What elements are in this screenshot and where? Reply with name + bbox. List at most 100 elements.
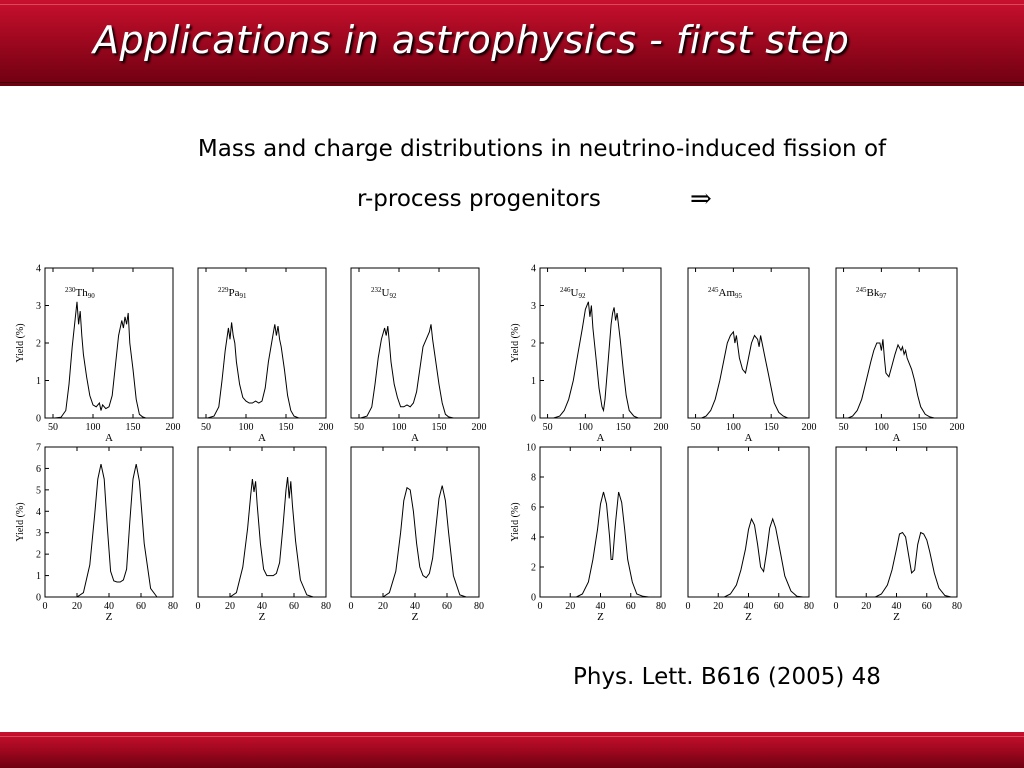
y-tick-label-9-2: 4 — [531, 533, 536, 544]
nucleus-label-0: 230Th90 — [65, 286, 95, 300]
x-axis-label-0: A — [105, 432, 113, 444]
x-tick-label-10-4: 80 — [804, 601, 814, 612]
x-tick-label-9-2: 40 — [596, 601, 606, 612]
x-tick-label-0-0: 50 — [48, 422, 58, 433]
x-tick-label-7-3: 60 — [289, 601, 299, 612]
x-tick-label-5-2: 150 — [912, 422, 927, 433]
x-tick-label-11-3: 60 — [922, 601, 932, 612]
nucleus-label-4: 245Am95 — [708, 286, 743, 300]
x-tick-label-0-2: 150 — [126, 422, 141, 433]
x-tick-label-1-2: 150 — [279, 422, 294, 433]
x-tick-label-3-1: 100 — [578, 422, 593, 433]
y-tick-label-3-0: 0 — [531, 414, 536, 425]
y-tick-label-3-4: 4 — [531, 264, 536, 275]
x-tick-label-3-0: 50 — [543, 422, 553, 433]
y-axis-label-9: Yield (%) — [510, 502, 521, 541]
yield-curve-9 — [576, 491, 649, 598]
yield-curve-7 — [229, 476, 314, 598]
y-tick-label-6-0: 0 — [36, 593, 41, 604]
x-tick-label-11-4: 80 — [952, 601, 962, 612]
y-tick-label-9-4: 8 — [531, 473, 536, 484]
y-tick-label-3-1: 1 — [531, 376, 536, 387]
y-axis-label-0: Yield (%) — [15, 323, 26, 362]
y-axis-label-6: Yield (%) — [15, 502, 26, 541]
subtitle-line-2: r-process progenitors — [357, 186, 601, 212]
footer-highlight-line — [0, 736, 1024, 737]
yield-curve-4 — [701, 330, 794, 419]
y-tick-label-3-3: 3 — [531, 301, 536, 312]
plot-frame-11 — [835, 446, 958, 598]
y-tick-label-0-2: 2 — [36, 339, 41, 350]
yield-curve-3 — [553, 301, 645, 419]
x-tick-label-5-3: 200 — [950, 422, 965, 433]
y-tick-label-3-2: 2 — [531, 339, 536, 350]
x-tick-label-4-3: 200 — [802, 422, 817, 433]
x-axis-label-7: Z — [259, 611, 266, 623]
x-axis-label-4: A — [745, 432, 753, 444]
x-tick-label-8-1: 20 — [378, 601, 388, 612]
x-tick-label-1-1: 100 — [239, 422, 254, 433]
plot-frame-6 — [44, 446, 174, 598]
x-axis-label-9: Z — [597, 611, 604, 623]
y-tick-label-9-5: 10 — [526, 443, 536, 454]
x-tick-label-10-3: 60 — [774, 601, 784, 612]
yield-curve-5 — [847, 339, 941, 419]
x-tick-label-8-3: 60 — [442, 601, 452, 612]
x-tick-label-8-0: 0 — [349, 601, 354, 612]
y-tick-label-6-5: 5 — [36, 485, 41, 496]
x-tick-label-4-0: 50 — [691, 422, 701, 433]
y-tick-label-0-4: 4 — [36, 264, 41, 275]
plot-frame-8 — [350, 446, 480, 598]
x-tick-label-10-0: 0 — [686, 601, 691, 612]
yield-curve-2 — [360, 324, 459, 419]
x-tick-label-6-4: 80 — [168, 601, 178, 612]
x-tick-label-9-0: 0 — [538, 601, 543, 612]
plot-frame-7 — [197, 446, 327, 598]
x-axis-label-6: Z — [106, 611, 113, 623]
x-tick-label-11-1: 20 — [861, 601, 871, 612]
yield-curve-6 — [76, 463, 158, 598]
reference-citation: Phys. Lett. B616 (2005) 48 — [573, 664, 881, 690]
subtitle-line-1: Mass and charge distributions in neutrin… — [197, 136, 887, 162]
x-axis-label-8: Z — [412, 611, 419, 623]
x-axis-label-3: A — [597, 432, 605, 444]
x-tick-label-3-2: 150 — [616, 422, 631, 433]
y-tick-label-6-1: 1 — [36, 571, 41, 582]
y-tick-label-0-3: 3 — [36, 301, 41, 312]
y-tick-label-9-0: 0 — [531, 593, 536, 604]
nucleus-label-3: 246U92 — [560, 286, 586, 300]
x-tick-label-6-1: 20 — [72, 601, 82, 612]
y-tick-label-9-1: 2 — [531, 563, 536, 574]
plot-frame-5 — [835, 267, 958, 419]
x-tick-label-0-1: 100 — [86, 422, 101, 433]
x-tick-label-1-0: 50 — [201, 422, 211, 433]
slide-footer — [0, 732, 1024, 768]
plot-frame-1 — [197, 267, 327, 419]
nucleus-label-5: 245Bk97 — [856, 286, 887, 300]
x-axis-label-10: Z — [745, 611, 752, 623]
yield-curve-10 — [724, 517, 804, 598]
x-tick-label-3-3: 200 — [654, 422, 669, 433]
header-shadow-line — [0, 82, 1024, 83]
x-tick-label-1-3: 200 — [319, 422, 334, 433]
x-tick-label-6-3: 60 — [136, 601, 146, 612]
x-tick-label-11-2: 40 — [892, 601, 902, 612]
x-tick-label-10-1: 20 — [713, 601, 723, 612]
y-tick-label-6-4: 4 — [36, 507, 41, 518]
x-tick-label-5-1: 100 — [874, 422, 889, 433]
nucleus-label-2: 232U92 — [371, 286, 397, 300]
x-tick-label-2-3: 200 — [472, 422, 487, 433]
yield-curve-1 — [207, 322, 304, 419]
x-tick-label-2-1: 100 — [392, 422, 407, 433]
slide-title: Applications in astrophysics - first ste… — [93, 18, 850, 62]
x-tick-label-11-0: 0 — [834, 601, 839, 612]
x-tick-label-2-2: 150 — [432, 422, 447, 433]
y-tick-label-0-1: 1 — [36, 376, 41, 387]
x-tick-label-10-2: 40 — [744, 601, 754, 612]
y-tick-label-9-3: 6 — [531, 503, 536, 514]
x-tick-label-9-4: 80 — [656, 601, 666, 612]
yield-curve-11 — [875, 531, 952, 598]
x-tick-label-7-1: 20 — [225, 601, 235, 612]
nucleus-label-1: 229Pa91 — [218, 286, 247, 300]
